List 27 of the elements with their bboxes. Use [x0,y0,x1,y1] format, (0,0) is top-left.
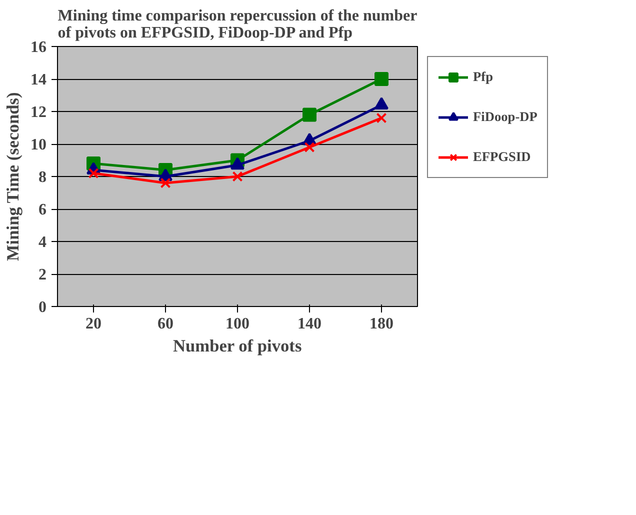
point [88,168,99,178]
x-tick-label: 100 [226,316,250,332]
point [376,112,387,124]
x-tick-label: 180 [370,316,394,332]
x-tick-label: 60 [158,316,174,332]
y-tick-label: 2 [38,266,46,284]
legend-label: Pfp [473,69,493,85]
y-tick-label: 12 [30,104,46,121]
point [304,142,315,152]
y-tick-label: 8 [38,169,46,186]
x-tick-label: 20 [86,316,102,332]
y-axis-title: Mining Time (seconds) [4,92,22,262]
y-tick-label: 10 [30,136,46,154]
point [160,178,171,188]
legend-label: EFPGSID [473,149,531,165]
chart-title: Mining time comparison repercussion of the number of pivots on EFPGSID, FiDoop-DP and Pfp [58,8,418,42]
y-tick-label: 4 [38,234,46,251]
y-tick-label: 14 [30,72,46,88]
x-axis-title: Number of pivots [173,336,302,356]
point [302,108,316,122]
x-tick-label: 140 [298,316,322,332]
y-tick-label: 16 [30,39,46,56]
legend-label: FiDoop-DP [473,109,538,125]
point [374,72,388,86]
y-tick-label: 6 [38,202,46,218]
point [232,171,243,182]
y-tick-label: 0 [38,299,46,316]
